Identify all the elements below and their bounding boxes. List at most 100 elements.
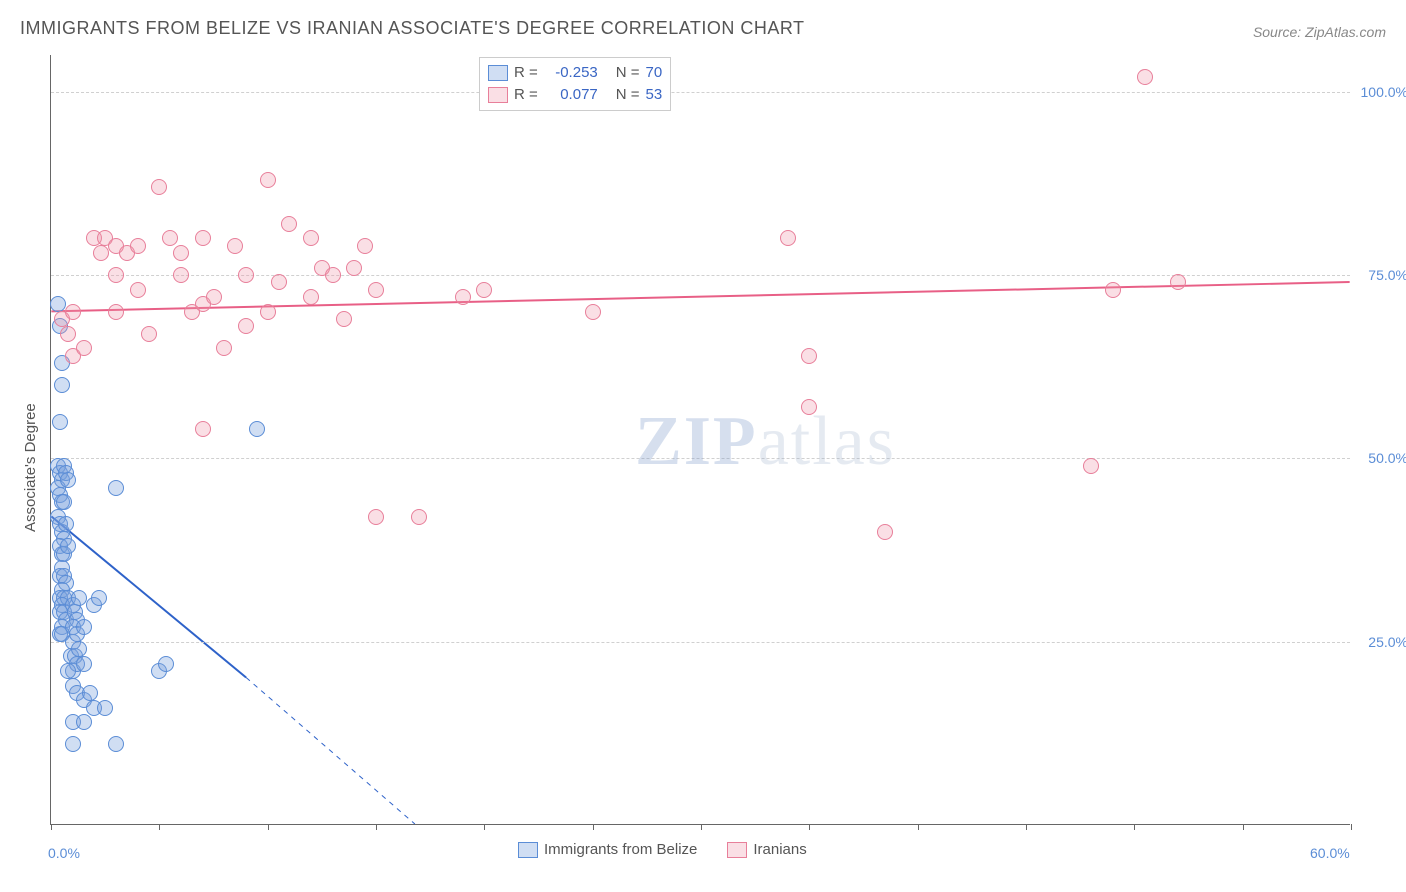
legend-n-value: 53 — [646, 84, 663, 106]
data-point — [162, 230, 178, 246]
data-point — [173, 267, 189, 283]
x-axis-end-label: 60.0% — [1310, 845, 1350, 861]
data-point — [76, 619, 92, 635]
data-point — [71, 641, 87, 657]
data-point — [368, 282, 384, 298]
data-point — [76, 340, 92, 356]
data-point — [195, 230, 211, 246]
chart-svg — [51, 55, 1350, 824]
data-point — [60, 538, 76, 554]
data-point — [346, 260, 362, 276]
fit-line — [51, 282, 1349, 311]
gridline — [51, 92, 1350, 93]
x-tick — [1026, 824, 1027, 830]
x-tick — [484, 824, 485, 830]
data-point — [52, 414, 68, 430]
data-point — [303, 230, 319, 246]
data-point — [238, 267, 254, 283]
data-point — [108, 267, 124, 283]
x-tick — [1134, 824, 1135, 830]
legend-r-label: R = — [514, 62, 538, 84]
legend-n-value: 70 — [646, 62, 663, 84]
gridline — [51, 458, 1350, 459]
data-point — [303, 289, 319, 305]
data-point — [108, 480, 124, 496]
data-point — [325, 267, 341, 283]
data-point — [173, 245, 189, 261]
data-point — [260, 172, 276, 188]
fit-line-dashed — [246, 678, 415, 824]
legend-swatch — [488, 65, 508, 81]
y-tick-label: 25.0% — [1358, 634, 1406, 650]
x-tick — [1351, 824, 1352, 830]
data-point — [108, 304, 124, 320]
data-point — [93, 245, 109, 261]
y-tick-label: 100.0% — [1358, 84, 1406, 100]
x-tick — [1243, 824, 1244, 830]
data-point — [1105, 282, 1121, 298]
data-point — [141, 326, 157, 342]
x-tick — [918, 824, 919, 830]
data-point — [58, 516, 74, 532]
bottom-legend-item: Immigrants from Belize — [518, 841, 697, 858]
data-point — [54, 377, 70, 393]
x-tick — [593, 824, 594, 830]
data-point — [65, 736, 81, 752]
legend-n-label: N = — [616, 84, 640, 106]
bottom-legend-label: Iranians — [753, 841, 806, 858]
data-point — [227, 238, 243, 254]
x-tick — [809, 824, 810, 830]
data-point — [281, 216, 297, 232]
data-point — [108, 736, 124, 752]
data-point — [249, 421, 265, 437]
data-point — [91, 590, 107, 606]
data-point — [130, 238, 146, 254]
data-point — [780, 230, 796, 246]
bottom-legend-item: Iranians — [727, 841, 806, 858]
y-tick-label: 50.0% — [1358, 450, 1406, 466]
stats-legend-row: R = -0.253 N = 70 — [488, 62, 662, 84]
data-point — [76, 656, 92, 672]
data-point — [260, 304, 276, 320]
legend-r-value: 0.077 — [544, 84, 598, 106]
x-tick — [51, 824, 52, 830]
data-point — [82, 685, 98, 701]
data-point — [271, 274, 287, 290]
data-point — [195, 421, 211, 437]
data-point — [357, 238, 373, 254]
legend-swatch — [727, 842, 747, 858]
legend-swatch — [488, 87, 508, 103]
legend-r-value: -0.253 — [544, 62, 598, 84]
data-point — [368, 509, 384, 525]
data-point — [206, 289, 222, 305]
data-point — [877, 524, 893, 540]
x-tick — [376, 824, 377, 830]
x-tick — [159, 824, 160, 830]
data-point — [60, 326, 76, 342]
bottom-legend-label: Immigrants from Belize — [544, 841, 697, 858]
data-point — [801, 399, 817, 415]
data-point — [411, 509, 427, 525]
data-point — [151, 179, 167, 195]
page-title: IMMIGRANTS FROM BELIZE VS IRANIAN ASSOCI… — [20, 18, 805, 39]
legend-r-label: R = — [514, 84, 538, 106]
data-point — [97, 700, 113, 716]
data-point — [801, 348, 817, 364]
data-point — [76, 714, 92, 730]
data-point — [60, 663, 76, 679]
data-point — [1170, 274, 1186, 290]
data-point — [60, 472, 76, 488]
stats-legend: R = -0.253 N = 70 R = 0.077 N = 53 — [479, 57, 671, 111]
y-tick-label: 75.0% — [1358, 267, 1406, 283]
data-point — [336, 311, 352, 327]
source-label: Source: ZipAtlas.com — [1253, 24, 1386, 40]
data-point — [56, 494, 72, 510]
legend-n-label: N = — [616, 62, 640, 84]
data-point — [158, 656, 174, 672]
y-axis-title: Associate's Degree — [22, 404, 39, 533]
legend-swatch — [518, 842, 538, 858]
x-axis-start-label: 0.0% — [48, 845, 80, 861]
bottom-legend: Immigrants from Belize Iranians — [518, 841, 807, 858]
chart-plot-area: 25.0%50.0%75.0%100.0% — [50, 55, 1350, 825]
data-point — [71, 590, 87, 606]
